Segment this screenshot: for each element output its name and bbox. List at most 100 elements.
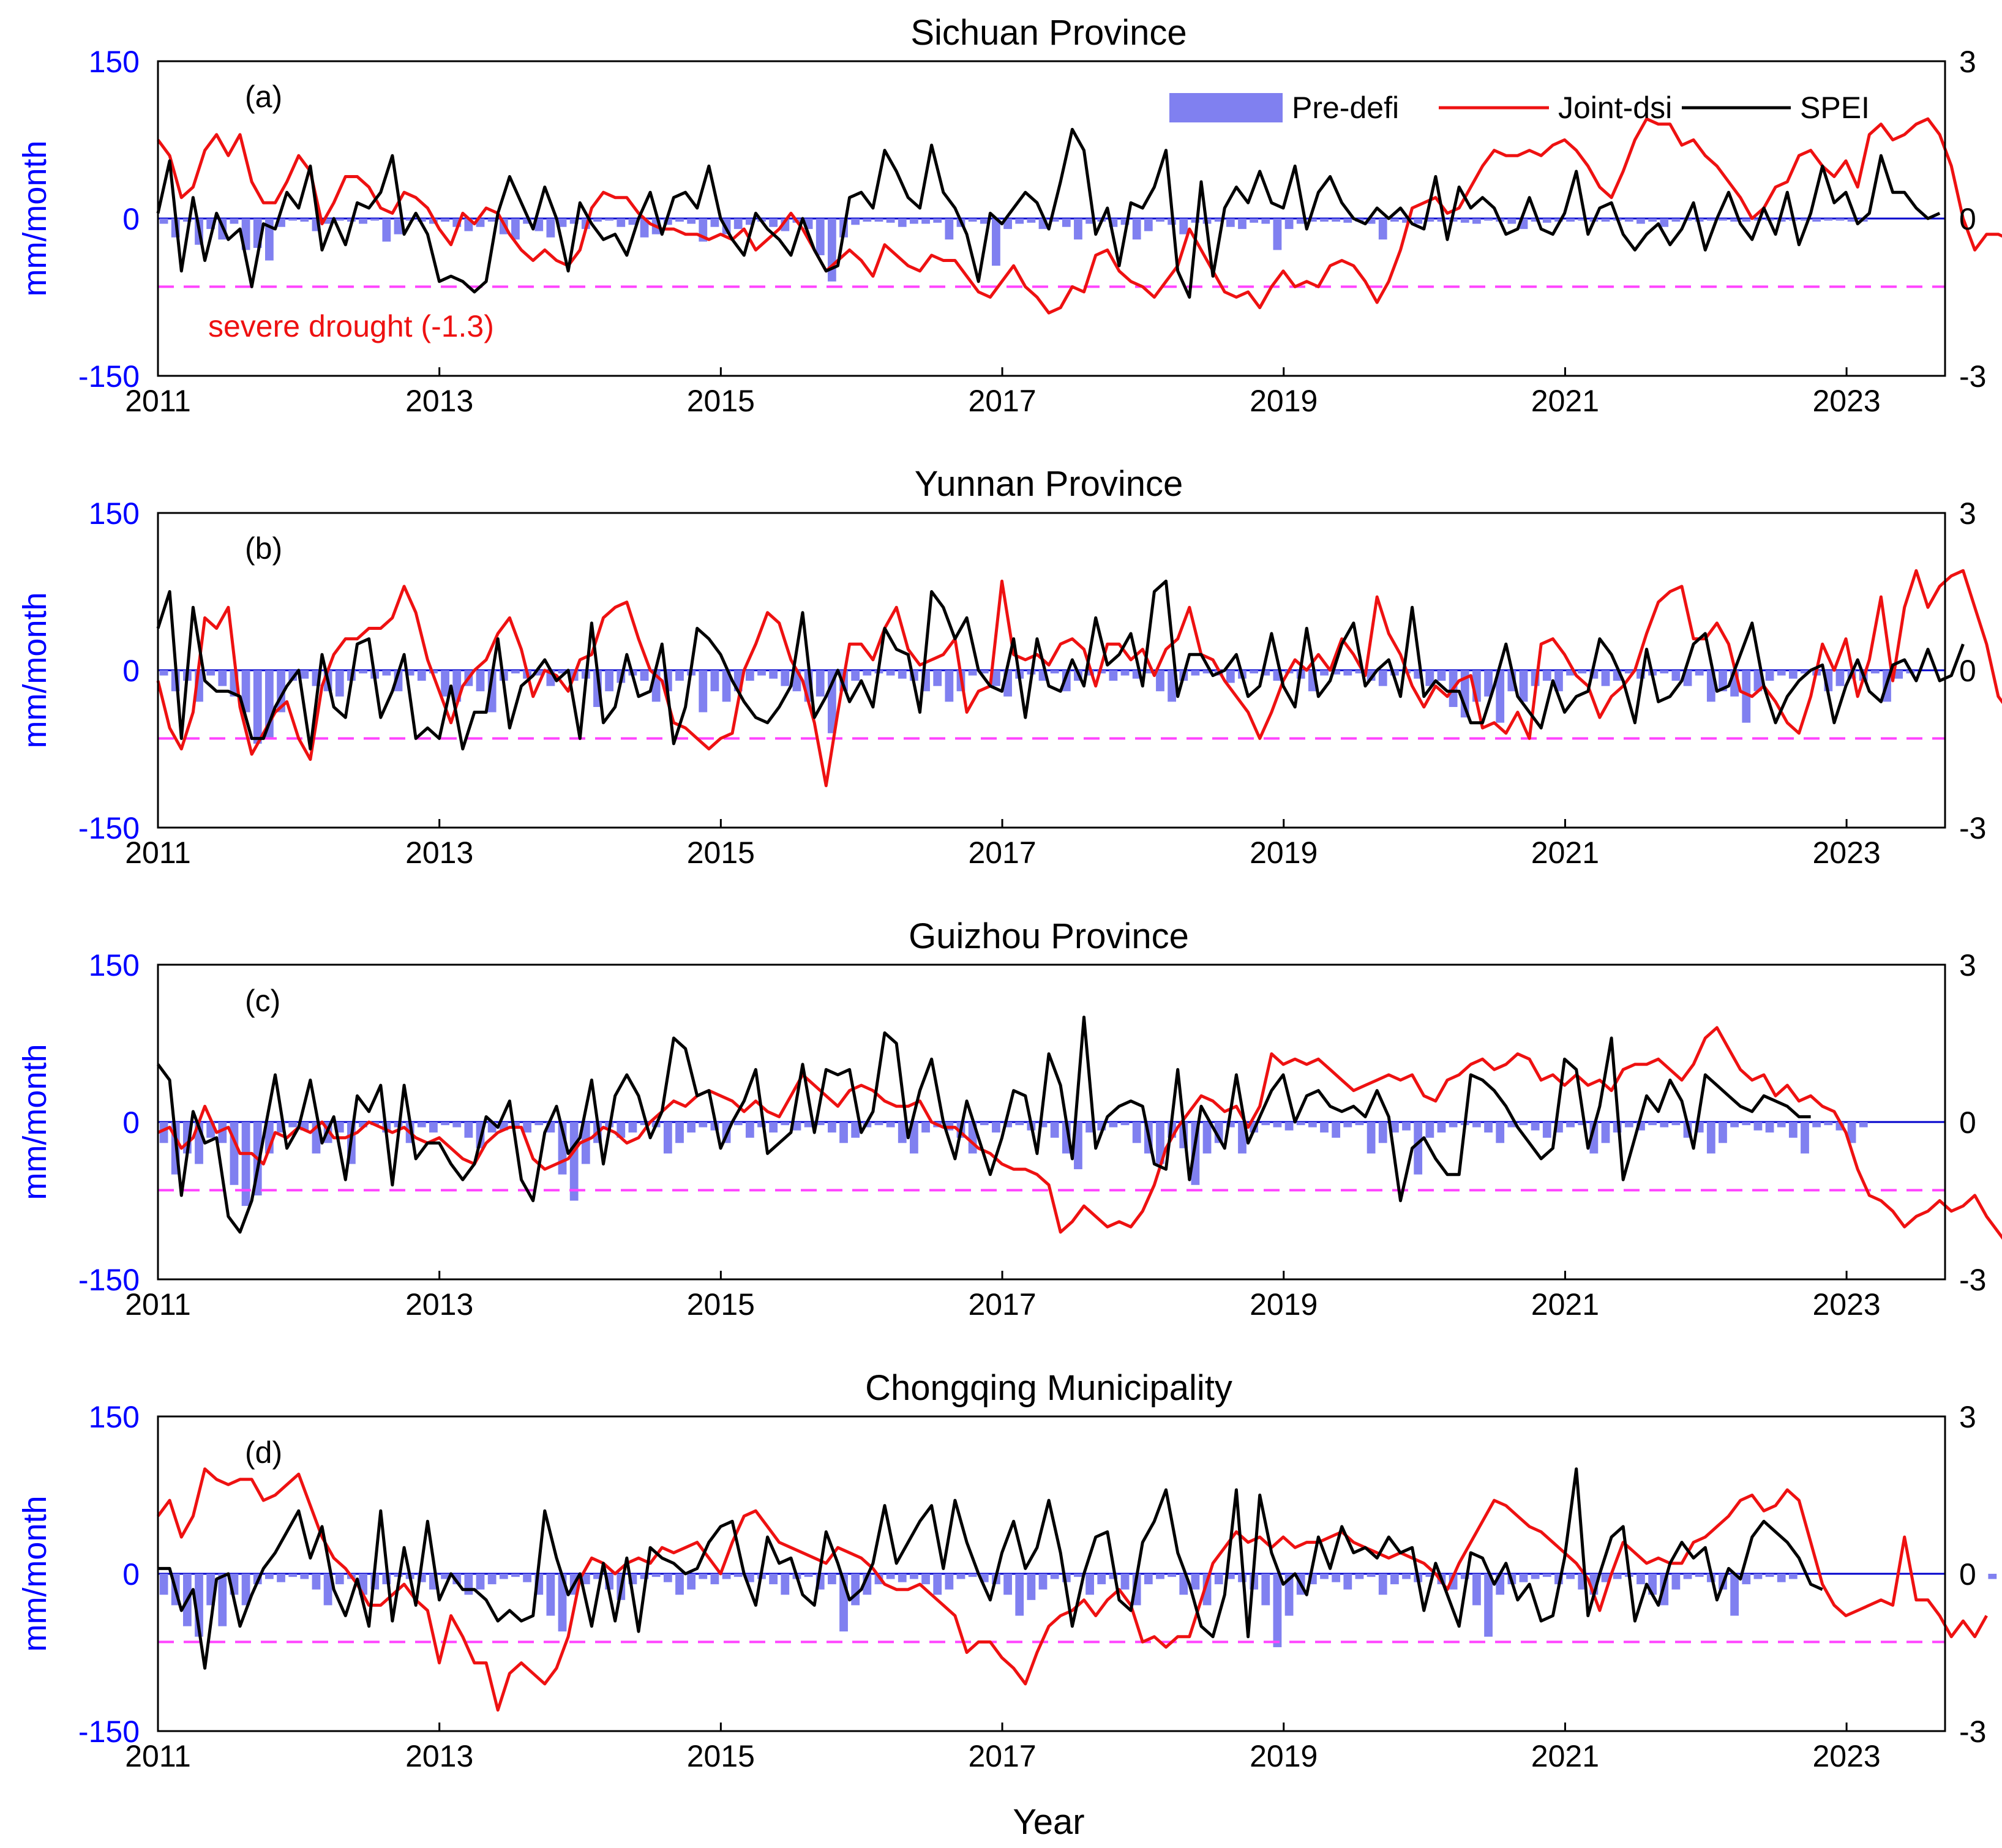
pre-defi-bar [1425, 1574, 1434, 1577]
pre-defi-bar [264, 219, 274, 261]
x-tick-label: 2019 [1250, 384, 1318, 418]
left-tick-top: 150 [89, 948, 140, 982]
pre-defi-bar [804, 1574, 813, 1577]
pre-defi-bar [1472, 219, 1481, 224]
x-tick-label: 2015 [687, 1287, 755, 1322]
legend-label-pre-defi: Pre-defi [1292, 91, 1399, 125]
pre-defi-bar [675, 670, 684, 681]
pre-defi-bar [159, 219, 168, 224]
pre-defi-bar [968, 670, 977, 676]
pre-defi-bar [1777, 219, 1786, 222]
pre-defi-bar [1706, 219, 1715, 221]
pre-defi-bar [699, 1122, 708, 1128]
x-tick-label: 2013 [405, 836, 473, 870]
right-tick-bottom: -3 [1959, 1715, 1986, 1749]
x-tick-label: 2011 [125, 1739, 191, 1773]
pre-defi-bar [968, 219, 977, 222]
pre-defi-bar [1109, 1122, 1118, 1128]
pre-defi-bar [1273, 219, 1282, 250]
pre-defi-bar [1390, 1122, 1399, 1133]
pre-defi-bar [1226, 219, 1235, 227]
pre-defi-bar [1062, 670, 1071, 692]
pre-defi-bar [617, 219, 626, 227]
pre-defi-bar [1765, 1574, 1774, 1577]
pre-defi-bar [1003, 1122, 1012, 1128]
pre-defi-bar [1742, 1574, 1751, 1585]
plot-area [156, 1016, 2002, 1240]
pre-defi-bar [1519, 1122, 1528, 1126]
y-axis-label-left: mm/month [17, 140, 53, 296]
pre-defi-bar [898, 219, 907, 227]
pre-defi-bar [1425, 219, 1434, 222]
x-tick-label: 2021 [1531, 836, 1599, 870]
pre-defi-bar [1179, 1574, 1188, 1595]
pre-defi-bar [769, 1574, 778, 1585]
right-tick-zero: 0 [1959, 1557, 1976, 1592]
joint-dsi-line [157, 1026, 2002, 1240]
pre-defi-bar [441, 219, 449, 222]
pre-defi-bar [1624, 219, 1633, 222]
joint-dsi-line [156, 1467, 1988, 1712]
pre-defi-bar [499, 1574, 508, 1579]
pre-defi-bar [241, 1122, 250, 1206]
plot-frame [157, 963, 1946, 1281]
pre-defi-bar [288, 219, 298, 221]
pre-defi-bar [1214, 1122, 1223, 1143]
pre-defi-bar [921, 1122, 930, 1133]
pre-defi-bar [1648, 1122, 1657, 1126]
pre-defi-bar [1695, 670, 1704, 676]
pre-defi-bar [300, 219, 309, 222]
right-tick-zero: 0 [1959, 202, 1976, 236]
pre-defi-bar [1531, 219, 1540, 222]
pre-defi-bar [382, 670, 391, 676]
pre-defi-bar [1484, 219, 1493, 221]
pre-defi-bar [323, 1574, 332, 1606]
pre-defi-bar [910, 219, 918, 224]
pre-defi-bar [722, 1574, 731, 1579]
pre-defi-bar [1132, 1122, 1141, 1143]
panel-guizhou: Guizhou Province (c) mm/month 150 0 -150… [17, 916, 2002, 1322]
pre-defi-bar [441, 1574, 449, 1579]
left-tick-zero: 0 [122, 654, 140, 688]
right-tick-top: 3 [1959, 496, 1976, 531]
pre-defi-bar [1085, 1122, 1094, 1133]
x-tick-label: 2015 [687, 1739, 755, 1773]
x-ticks: 2011 2013 2015 2017 2019 2021 2023 [125, 367, 1881, 418]
pre-defi-bar [1671, 670, 1681, 681]
right-tick-bottom: -3 [1959, 1263, 1986, 1297]
x-tick-label: 2011 [125, 384, 191, 418]
pre-defi-bar [1226, 1574, 1235, 1579]
pre-defi-bar [218, 1122, 227, 1143]
pre-defi-bar [687, 219, 696, 224]
pre-defi-bar [1437, 219, 1446, 222]
pre-defi-bar [1027, 1574, 1036, 1600]
pre-defi-bar [335, 670, 344, 697]
pre-defi-bar [1671, 219, 1681, 222]
pre-defi-bar [1273, 1122, 1282, 1128]
pre-defi-bar [476, 670, 485, 692]
pre-defi-bar [1109, 670, 1118, 681]
pre-defi-bar [1390, 1574, 1399, 1585]
pre-defi-bar [1378, 670, 1387, 686]
pre-defi-bar [1636, 219, 1645, 224]
pre-defi-bar [605, 219, 614, 221]
pre-defi-bar [1015, 1122, 1024, 1126]
pre-defi-bar [417, 219, 426, 222]
x-tick-label: 2011 [125, 836, 191, 870]
pre-defi-bar [1730, 219, 1739, 222]
pre-defi-bar [1156, 670, 1164, 692]
pre-defi-bar [851, 670, 860, 681]
pre-defi-bar [558, 670, 567, 674]
pre-defi-bar [1261, 1574, 1270, 1606]
pre-defi-bar [1414, 219, 1423, 224]
pre-defi-bar [1824, 1122, 1833, 1126]
pre-defi-bar [1730, 1122, 1739, 1128]
pre-defi-bar [1132, 219, 1141, 240]
pre-defi-bar [1566, 670, 1575, 676]
pre-defi-bar [687, 1574, 696, 1590]
pre-defi-bar [1531, 1122, 1540, 1131]
pre-defi-bar [182, 219, 192, 222]
pre-defi-bar [1660, 1122, 1669, 1128]
x-ticks: 2011 2013 2015 2017 2019 2021 2023 [125, 1271, 1881, 1322]
pre-defi-bar [1835, 670, 1845, 686]
